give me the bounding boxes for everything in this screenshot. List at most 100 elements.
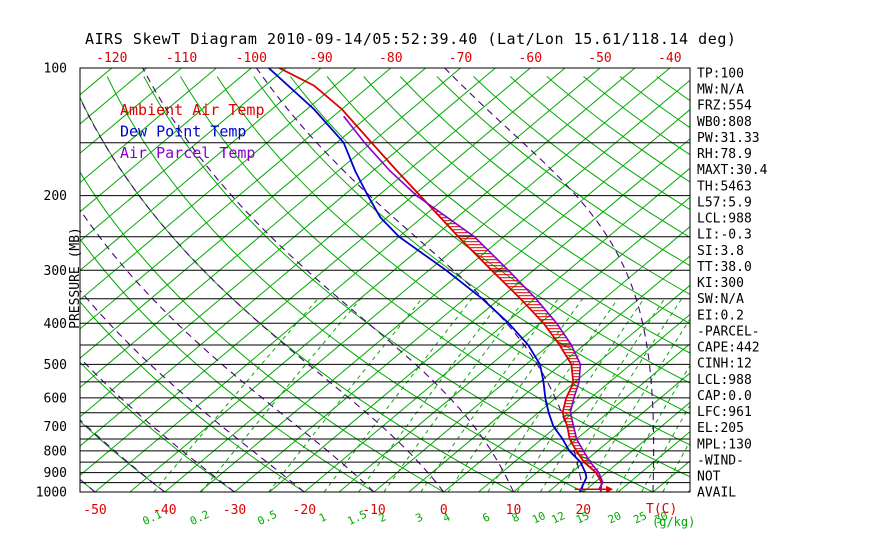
dry-adiabat-line <box>436 76 690 267</box>
isotherm-line <box>80 68 461 389</box>
top-temp-tick: -80 <box>379 51 402 66</box>
mixing-ratio-line <box>539 298 666 492</box>
isotherm-line <box>94 68 601 492</box>
stat-line: CAP:0.0 <box>697 389 752 404</box>
stat-line: TH:5463 <box>697 179 752 194</box>
background-lines <box>0 67 870 492</box>
moist-adiabat-line <box>793 67 870 492</box>
profile-curves <box>268 68 604 492</box>
mixing-ratio-line <box>200 298 362 492</box>
stat-line: EL:205 <box>697 421 744 436</box>
stat-line: AVAIL <box>697 486 736 501</box>
isotherm-line <box>80 68 496 418</box>
pressure-axis-label: PRESSURE (MB) <box>68 227 83 329</box>
moist-adiabat-line <box>255 68 584 492</box>
chart-title: AIRS SkewT Diagram 2010-09-14/05:52:39.4… <box>85 30 737 48</box>
isotherm-line <box>80 68 252 213</box>
stat-line: LCL:988 <box>697 373 752 388</box>
dry-adiabat-line <box>216 76 690 446</box>
top-temp-tick: -100 <box>236 51 267 66</box>
moist-adiabat-line <box>0 67 25 492</box>
stat-line: PW:31.33 <box>697 131 760 146</box>
mixing-ratio-line <box>153 298 319 492</box>
pressure-tick: 200 <box>44 189 67 204</box>
static-labels: AIRS SkewT Diagram 2010-09-14/05:52:39.4… <box>68 30 737 529</box>
dry-adiabat-line <box>180 76 690 478</box>
surface-arrow-head <box>606 485 614 493</box>
moist-adiabat-line <box>80 419 166 492</box>
mixing-ratio-line <box>447 298 584 492</box>
isotherm-line <box>548 372 690 492</box>
mixing-ratio-line <box>358 298 504 492</box>
mixing-ratio-tick: 0.2 <box>188 508 212 528</box>
bottom-temp-tick: 10 <box>506 503 522 518</box>
pressure-tick: 900 <box>44 466 67 481</box>
dry-adiabat-line <box>473 76 690 239</box>
pressure-tick: 700 <box>44 420 67 435</box>
pressure-tick: 300 <box>44 264 67 279</box>
isotherm-line <box>269 138 690 492</box>
stat-line: -WIND- <box>697 453 744 468</box>
bottom-temp-tick: -50 <box>83 503 106 518</box>
pressure-tick: 800 <box>44 444 67 459</box>
isotherm-line <box>303 167 690 492</box>
isotherm-line <box>80 68 322 271</box>
isotherm-line <box>408 255 690 492</box>
stat-line: MW:N/A <box>697 83 744 98</box>
mixing-ratio-tick: 30 <box>653 509 671 526</box>
stat-line: SW:N/A <box>697 292 744 307</box>
stat-line: CINH:12 <box>697 357 752 372</box>
top-temp-tick: -40 <box>658 51 681 66</box>
isotherm-line <box>80 68 392 330</box>
top-temp-tick: -110 <box>166 51 197 66</box>
bottom-temp-tick: -40 <box>153 503 176 518</box>
isotherm-line <box>234 108 690 492</box>
moist-adiabat-line <box>80 357 235 492</box>
mixing-ratio-tick: 8 <box>510 511 521 526</box>
dry-adiabat-line <box>509 76 690 211</box>
mixing-ratio-tick: 0.5 <box>256 508 280 528</box>
dry-adiabat-line <box>80 301 305 492</box>
top-temp-tick: -120 <box>96 51 127 66</box>
axis-ticks: -120 -110 -100 -90 -80 -70 -60 -50 -40-50 -40 -30-… <box>36 51 682 528</box>
dry-adiabat-line <box>80 171 445 492</box>
moist-adiabat-line <box>80 208 375 492</box>
mixing-ratio-tick: 4 <box>441 510 453 525</box>
stat-line: LCL:988 <box>697 212 752 227</box>
bottom-temp-tick: 0 <box>440 503 448 518</box>
dry-adiabat-line <box>106 76 584 492</box>
isotherm-line <box>582 401 690 492</box>
isotherm-line <box>478 313 690 492</box>
dry-adiabat-line <box>290 76 690 384</box>
stat-line: WB0:808 <box>697 115 752 130</box>
temp-unit-label: T(C) <box>646 502 677 517</box>
mixing-ratio-tick: 10 <box>530 509 548 526</box>
stat-line: NOT <box>697 470 721 485</box>
dry-adiabat-line <box>546 76 690 183</box>
isotherm-line <box>80 68 287 242</box>
mixing-ratio-line <box>487 298 619 492</box>
surface-arrow <box>574 485 614 493</box>
moist-adiabat-line <box>142 68 515 492</box>
pressure-tick: 500 <box>44 358 67 373</box>
bottom-temp-tick: 20 <box>575 503 591 518</box>
dry-adiabat-line <box>363 76 690 325</box>
top-temp-tick: -70 <box>449 51 472 66</box>
isotherm-line <box>80 68 182 154</box>
stat-line: TP:100 <box>697 67 744 82</box>
top-temp-tick: -60 <box>519 51 542 66</box>
mixing-ratio-line <box>641 404 690 492</box>
plot-border <box>79 67 691 493</box>
isotherm-line <box>80 68 426 359</box>
dry-adiabat-line <box>80 420 166 492</box>
mixing-ratio-tick: 15 <box>574 509 592 526</box>
mixing-ratio-tick: 6 <box>481 511 492 526</box>
stat-line: SI:3.8 <box>697 244 744 259</box>
cape-hatch-area <box>433 208 603 483</box>
mixing-ratio-line <box>268 298 423 492</box>
isotherm-line <box>80 68 357 301</box>
isotherm-line <box>338 196 690 492</box>
stat-line: KI:300 <box>697 276 744 291</box>
mixing-ratio-tick: 2 <box>377 511 388 526</box>
legend-parcel-label: Air Parcel Temp <box>120 144 255 162</box>
